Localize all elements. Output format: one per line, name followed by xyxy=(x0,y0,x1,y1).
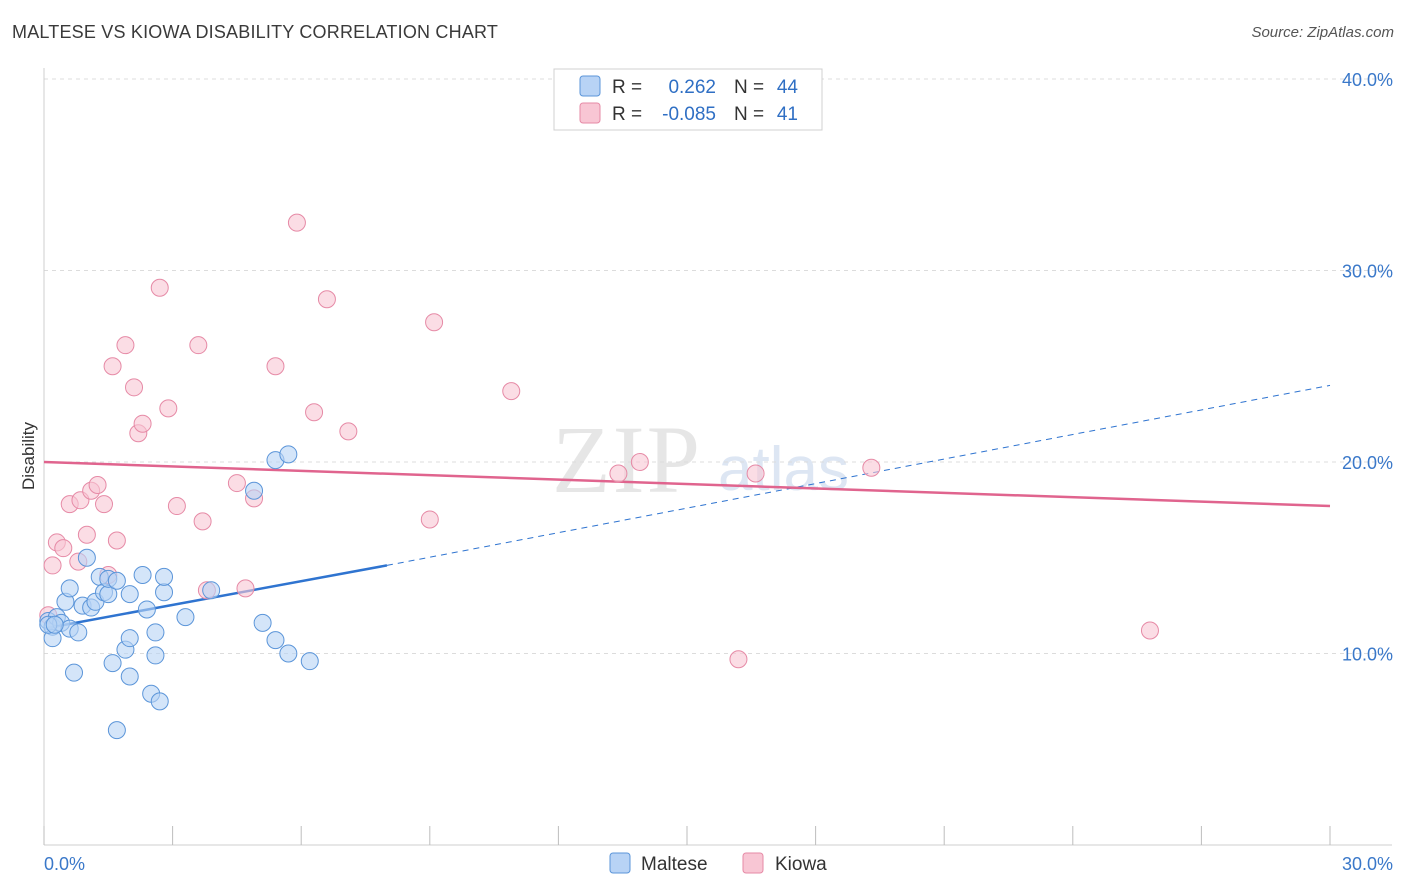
kiowa-point xyxy=(189,336,208,355)
legend-r-value-maltese: 0.262 xyxy=(668,77,716,98)
kiowa-point xyxy=(425,313,444,332)
maltese-point xyxy=(133,565,152,584)
kiowa-point xyxy=(502,382,521,401)
maltese-point xyxy=(150,692,169,711)
kiowa-point xyxy=(317,290,336,309)
bottom-legend-label-kiowa: Kiowa xyxy=(775,854,827,875)
watermark: ZIP atlas xyxy=(552,406,849,513)
legend-n-value-kiowa: 41 xyxy=(777,104,798,125)
kiowa-trendline xyxy=(43,460,1331,508)
y-tick-label: 40.0% xyxy=(1342,70,1393,90)
kiowa-point xyxy=(266,357,285,376)
maltese-trend-dashed xyxy=(386,384,1331,566)
kiowa-point xyxy=(862,458,881,477)
legend-swatch-maltese xyxy=(579,75,601,97)
axes xyxy=(43,68,1392,846)
kiowa-point xyxy=(609,464,628,483)
kiowa-point xyxy=(125,378,144,397)
kiowa-point xyxy=(167,497,186,516)
maltese-point xyxy=(60,579,79,598)
maltese-point xyxy=(120,629,139,648)
y-tick-label: 20.0% xyxy=(1342,453,1393,473)
maltese-point xyxy=(146,623,165,642)
kiowa-point xyxy=(236,579,255,598)
bottom-legend-swatch-kiowa xyxy=(742,852,764,874)
legend-r-value-kiowa: -0.085 xyxy=(662,104,716,125)
legend-n-value-maltese: 44 xyxy=(777,77,799,98)
legend-n-label-maltese: N = xyxy=(734,77,764,98)
x-tick-label: 30.0% xyxy=(1342,854,1393,874)
legend-r-label-kiowa: R = xyxy=(612,104,642,125)
maltese-point xyxy=(69,623,88,642)
maltese-point xyxy=(245,481,264,500)
bottom-legend-label-maltese: Maltese xyxy=(641,854,708,875)
y-tick-labels: 10.0% 20.0% 30.0% 40.0% xyxy=(1342,70,1393,665)
kiowa-point xyxy=(746,464,765,483)
legend-n-label-kiowa: N = xyxy=(734,104,764,125)
maltese-point xyxy=(279,644,298,663)
maltese-point xyxy=(65,663,84,682)
kiowa-point xyxy=(116,336,135,355)
maltese-point xyxy=(266,631,285,650)
x-tick-labels: 0.0% 30.0% xyxy=(44,854,1393,874)
watermark-zip: ZIP xyxy=(552,406,702,513)
kiowa-point xyxy=(107,531,126,550)
maltese-point xyxy=(176,608,195,627)
kiowa-point xyxy=(729,650,748,669)
maltese-point xyxy=(300,652,319,671)
series-legend: Maltese Kiowa xyxy=(609,852,827,875)
maltese-point xyxy=(77,548,96,567)
kiowa-point xyxy=(54,539,73,558)
kiowa-point xyxy=(95,495,114,514)
watermark-atlas: atlas xyxy=(718,435,849,504)
kiowa-point xyxy=(77,525,96,544)
kiowa-points xyxy=(39,213,1159,669)
kiowa-point xyxy=(305,403,324,422)
kiowa-point xyxy=(88,475,107,494)
kiowa-point xyxy=(150,278,169,297)
kiowa-point xyxy=(159,399,178,418)
y-axis-title: Disability xyxy=(19,421,38,490)
legend-r-label-maltese: R = xyxy=(612,77,642,98)
gridlines xyxy=(44,78,1392,654)
kiowa-point xyxy=(193,512,212,531)
maltese-point xyxy=(107,571,126,590)
source-label: Source: ZipAtlas.com xyxy=(1251,24,1394,41)
maltese-point xyxy=(107,721,126,740)
maltese-point xyxy=(253,613,272,632)
maltese-point xyxy=(45,615,64,634)
chart-title: MALTESE VS KIOWA DISABILITY CORRELATION … xyxy=(12,22,499,42)
y-tick-label: 10.0% xyxy=(1342,645,1393,665)
maltese-point xyxy=(146,646,165,665)
x-tick-label: 0.0% xyxy=(44,854,85,874)
maltese-point xyxy=(202,581,221,600)
kiowa-point xyxy=(287,213,306,232)
maltese-point xyxy=(103,654,122,673)
correlation-legend: R = 0.262 N = 44 R = -0.085 N = 41 xyxy=(553,68,823,131)
legend-swatch-kiowa xyxy=(579,102,601,124)
kiowa-trend-solid xyxy=(43,460,1331,508)
bottom-legend-swatch-maltese xyxy=(609,852,631,874)
maltese-point xyxy=(137,600,156,619)
y-tick-label: 30.0% xyxy=(1342,262,1393,282)
maltese-points xyxy=(39,445,319,740)
maltese-point xyxy=(155,583,174,602)
kiowa-point xyxy=(227,474,246,493)
kiowa-point xyxy=(630,453,649,471)
kiowa-point xyxy=(133,414,152,433)
maltese-point xyxy=(279,445,298,464)
maltese-point xyxy=(120,667,139,686)
kiowa-point xyxy=(420,510,439,529)
maltese-point xyxy=(120,585,139,604)
kiowa-point xyxy=(43,556,62,575)
kiowa-point xyxy=(339,422,358,441)
kiowa-point xyxy=(103,357,122,376)
kiowa-point xyxy=(1140,621,1159,640)
maltese-point xyxy=(155,567,174,586)
